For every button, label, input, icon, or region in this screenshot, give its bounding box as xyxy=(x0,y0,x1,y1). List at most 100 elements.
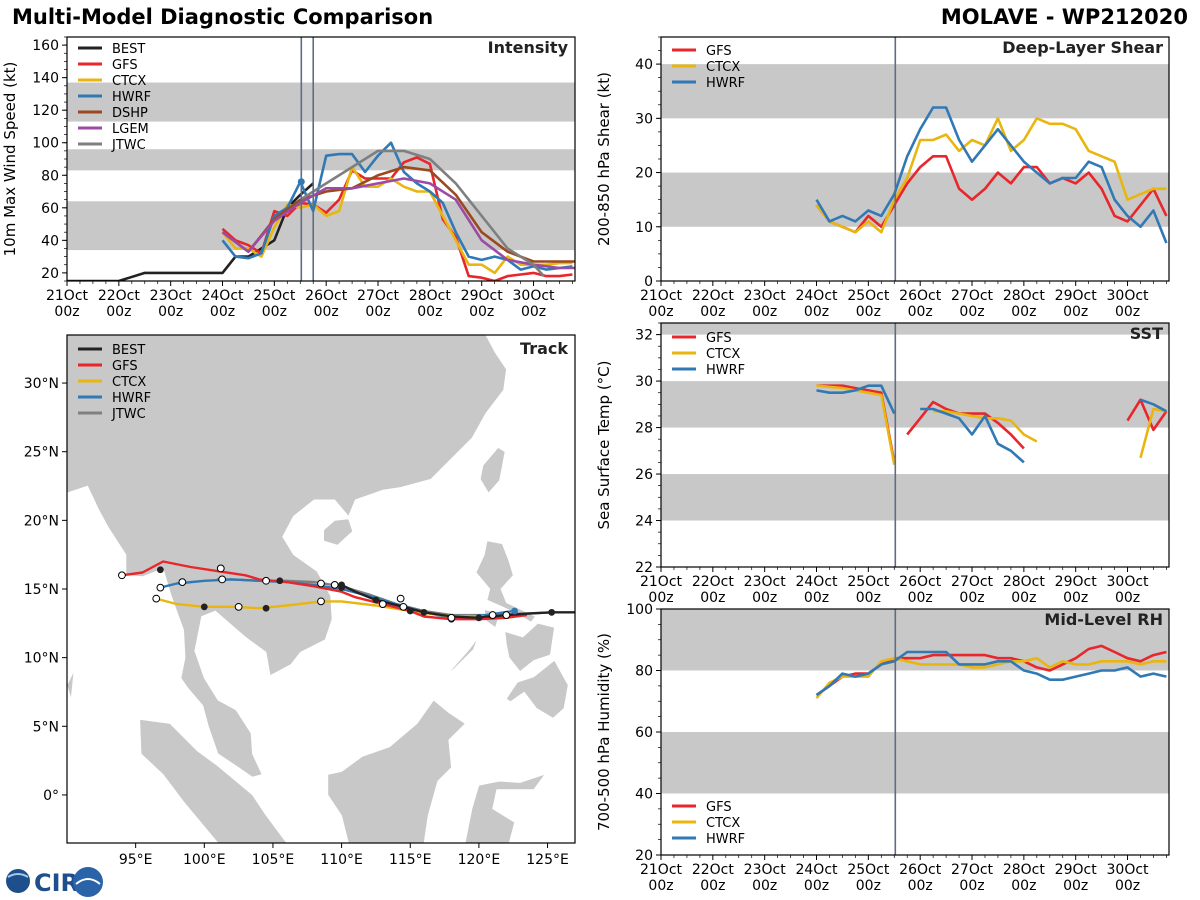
shaded-band xyxy=(67,149,575,171)
legend-label: HWRF xyxy=(706,363,745,378)
x-tick-day: 23Oct xyxy=(744,288,787,304)
legend-label: JTWC xyxy=(111,407,146,422)
x-tick-hour: 00z xyxy=(752,590,777,606)
track-marker-gfs xyxy=(502,611,511,619)
panel-title: Intensity xyxy=(488,38,569,57)
x-tick-hour: 00z xyxy=(752,878,777,894)
x-tick-hour: 00z xyxy=(54,304,79,320)
x-tick-day: 27Oct xyxy=(951,862,994,878)
track-marker-hwrf xyxy=(399,602,408,611)
x-tick-hour: 00z xyxy=(856,590,881,606)
legend-label: CTCX xyxy=(706,60,740,75)
series-line-gfs xyxy=(815,155,1168,234)
lon-tick-label: 100°E xyxy=(183,852,226,868)
x-tick-day: 30Oct xyxy=(513,288,556,304)
x-tick-hour: 00z xyxy=(158,304,183,320)
x-tick-day: 21Oct xyxy=(640,862,683,878)
x-tick-day: 26Oct xyxy=(899,288,942,304)
landmass xyxy=(475,540,536,623)
track-marker-ctcx xyxy=(262,604,270,612)
x-tick-hour: 00z xyxy=(752,304,777,320)
x-tick-hour: 00z xyxy=(700,304,725,320)
x-tick-day: 29Oct xyxy=(1055,288,1098,304)
x-tick-day: 29Oct xyxy=(1055,862,1098,878)
x-tick-day: 22Oct xyxy=(692,574,735,590)
panel-title: Deep-Layer Shear xyxy=(1002,38,1163,57)
x-tick-hour: 00z xyxy=(469,304,494,320)
x-tick-hour: 00z xyxy=(804,590,829,606)
shaded-band xyxy=(661,609,1169,671)
landmass xyxy=(139,719,288,843)
x-tick-day: 26Oct xyxy=(899,862,942,878)
x-tick-hour: 00z xyxy=(700,878,725,894)
legend-label: BEST xyxy=(112,42,145,57)
lat-tick-label: 25°N xyxy=(24,445,59,461)
sst-panel: 22242628303221Oct00z22Oct00z23Oct00z24Oc… xyxy=(595,322,1170,606)
intensity-panel: 2040608010012014016021Oct00z22Oct00z23Oc… xyxy=(1,36,576,320)
landmass xyxy=(479,447,506,494)
y-axis-label: 200-850 hPa Shear (kt) xyxy=(595,72,613,246)
x-tick-hour: 00z xyxy=(959,304,984,320)
cira-logo: CIRA xyxy=(6,867,103,897)
track-marker-ctcx xyxy=(152,594,161,603)
y-tick-label: 0 xyxy=(644,274,653,290)
x-tick-day: 23Oct xyxy=(744,574,787,590)
landmass xyxy=(327,699,466,843)
track-marker-hwrf xyxy=(156,583,165,592)
x-tick-day: 25Oct xyxy=(253,288,296,304)
x-tick-hour: 00z xyxy=(648,878,673,894)
legend-label: HWRF xyxy=(706,76,745,91)
legend-label: JTWC xyxy=(111,138,146,153)
series-line-hwrf xyxy=(221,141,573,271)
x-tick-day: 22Oct xyxy=(692,288,735,304)
track-marker-ctcx xyxy=(200,603,208,611)
y-tick-label: 40 xyxy=(41,233,59,249)
landmass xyxy=(464,773,546,843)
x-tick-day: 25Oct xyxy=(847,862,890,878)
x-tick-day: 21Oct xyxy=(640,574,683,590)
x-tick-hour: 00z xyxy=(1011,590,1036,606)
x-tick-hour: 00z xyxy=(1011,878,1036,894)
track-marker-jtwc xyxy=(178,578,187,587)
rh-panel: 2040608010021Oct00z22Oct00z23Oct00z24Oct… xyxy=(595,602,1170,894)
x-tick-day: 21Oct xyxy=(640,288,683,304)
shaded-band xyxy=(661,172,1169,227)
lon-tick-label: 125°E xyxy=(526,852,569,868)
panel-title: Track xyxy=(520,339,568,358)
track-line-gfs xyxy=(121,560,528,621)
y-tick-label: 28 xyxy=(635,421,653,437)
y-tick-label: 160 xyxy=(32,38,59,54)
x-tick-day: 25Oct xyxy=(847,574,890,590)
landmass xyxy=(504,622,555,672)
lat-tick-label: 15°N xyxy=(24,582,59,598)
landmass xyxy=(323,518,353,546)
shaded-band xyxy=(661,732,1169,794)
x-tick-day: 24Oct xyxy=(201,288,244,304)
x-tick-hour: 00z xyxy=(1011,304,1036,320)
x-tick-day: 27Oct xyxy=(357,288,400,304)
track-marker-jtwc xyxy=(396,594,405,603)
y-tick-label: 30 xyxy=(635,111,653,127)
track-marker-hwrf xyxy=(218,575,227,584)
track-marker-hwrf xyxy=(447,613,456,622)
landmass xyxy=(67,671,75,699)
y-axis-label: 10m Max Wind Speed (kt) xyxy=(1,62,19,257)
x-tick-hour: 00z xyxy=(1115,878,1140,894)
x-tick-day: 26Oct xyxy=(899,574,942,590)
series-line-hwrf xyxy=(816,384,1168,464)
y-tick-label: 26 xyxy=(635,467,653,483)
y-tick-label: 80 xyxy=(635,664,653,680)
legend-label: CTCX xyxy=(706,816,740,831)
x-tick-day: 30Oct xyxy=(1107,574,1150,590)
lon-tick-label: 95°E xyxy=(119,852,153,868)
x-tick-day: 29Oct xyxy=(461,288,504,304)
lon-tick-label: 115°E xyxy=(389,852,432,868)
x-tick-day: 28Oct xyxy=(1003,574,1046,590)
track-marker-ctcx xyxy=(378,600,387,609)
y-tick-label: 40 xyxy=(635,787,653,803)
x-tick-day: 22Oct xyxy=(692,862,735,878)
logo-globe-icon xyxy=(6,869,30,893)
x-tick-day: 27Oct xyxy=(951,574,994,590)
x-tick-hour: 00z xyxy=(700,590,725,606)
series-line-lgem xyxy=(221,177,575,270)
